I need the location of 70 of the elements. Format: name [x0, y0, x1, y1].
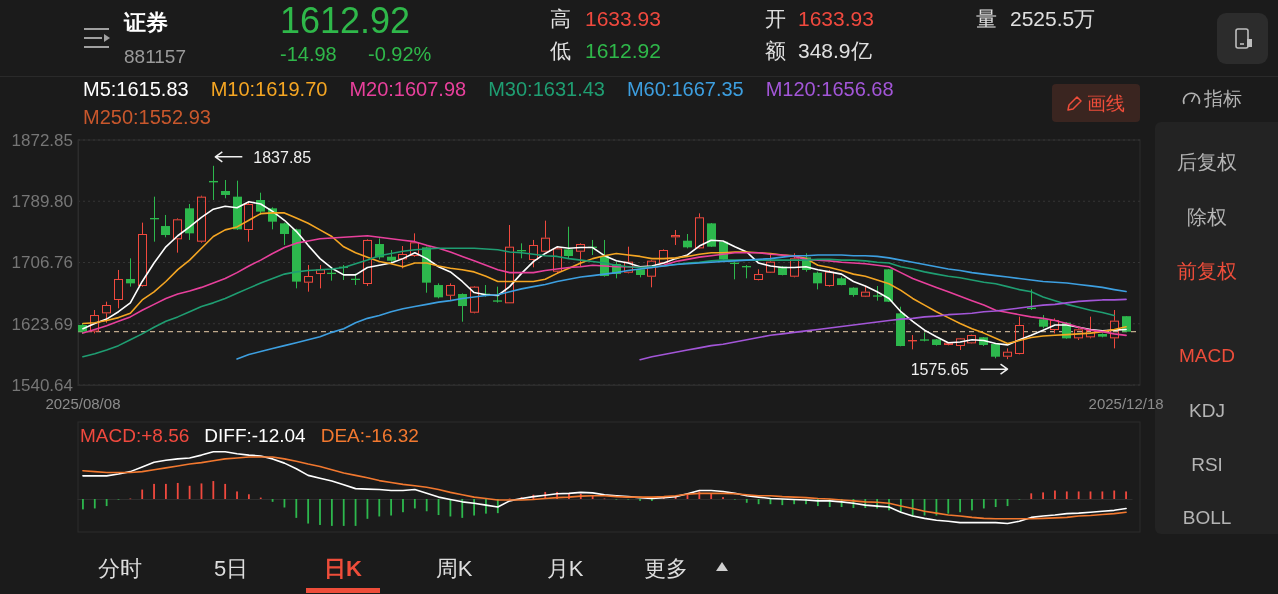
candlestick [1086, 316, 1095, 338]
x-tick-label: 2025/12/18 [1088, 394, 1164, 412]
text: 5日 [213, 556, 249, 581]
text: 1633.93 [798, 7, 874, 30]
candlestick [1003, 347, 1012, 360]
text: -0.92% [368, 43, 432, 65]
line-series [236, 254, 1127, 360]
text: 除权 [1187, 206, 1227, 228]
text: RSI [1191, 454, 1223, 475]
text: 1633.93 [585, 7, 661, 30]
candlestick [161, 214, 170, 238]
text: M30:1631.43 [488, 78, 605, 100]
candlestick [138, 222, 147, 286]
text: M20:1607.98 [349, 78, 467, 100]
text: 开 [765, 7, 786, 30]
candlestick [221, 179, 230, 199]
text: MACD [1179, 345, 1235, 366]
text: 低 [550, 39, 571, 62]
text: 分时 [98, 556, 142, 581]
candlestick [564, 226, 573, 259]
text: 前复权 [1177, 260, 1237, 282]
text: KDJ [1189, 400, 1225, 421]
text: 1612.92 [280, 0, 411, 41]
text: M60:1667.35 [626, 78, 744, 100]
candlestick [1050, 317, 1059, 334]
text: 证券 [123, 10, 168, 35]
text: 881157 [124, 46, 186, 67]
text: 后复权 [1177, 151, 1237, 173]
text: 高 [550, 7, 571, 30]
text: 1612.92 [585, 39, 661, 62]
text: 348.9亿 [798, 39, 872, 62]
candlestick [197, 196, 206, 242]
candlestick [647, 260, 656, 288]
annotation: 1837.85 [253, 148, 312, 166]
candlestick [446, 282, 455, 301]
text: M120:1656.68 [765, 78, 894, 100]
candlestick [1074, 329, 1083, 341]
candlestick [173, 219, 182, 254]
candlestick [114, 269, 123, 309]
series-label: DIFF:-12.04 [204, 425, 307, 446]
text: M10:1619.70 [210, 78, 328, 100]
series-label: DEA:-16.32 [320, 425, 419, 446]
y-tick-label: 1540.64 [11, 375, 73, 395]
text: 日K [324, 556, 363, 581]
y-tick-label: 1872.85 [11, 130, 73, 150]
candlestick [126, 257, 135, 288]
y-tick-label: 1623.69 [11, 314, 73, 334]
text: 量 [976, 7, 997, 30]
y-tick-label: 1789.80 [11, 192, 73, 212]
text: 月K [546, 556, 584, 581]
legend-label: M250:1552.93 [83, 106, 211, 128]
text: 更多 [644, 556, 688, 581]
text: 指标 [1203, 88, 1242, 109]
candlestick [671, 229, 680, 246]
text: 2525.5万 [1010, 7, 1096, 30]
annotation: 1575.65 [910, 361, 969, 379]
candlestick [316, 264, 325, 289]
line-series [639, 298, 1127, 361]
x-tick-label: 2025/08/08 [45, 394, 121, 412]
text: M5:1615.83 [83, 78, 189, 100]
text: 周K [435, 556, 473, 581]
text: MACD:+8.56 [80, 425, 190, 446]
line-series [82, 234, 1127, 337]
text: BOLL [1182, 507, 1232, 528]
candlestick [363, 239, 372, 287]
text: 额 [765, 39, 786, 62]
text: 画线 [1087, 93, 1125, 114]
text: -14.98 [280, 43, 337, 65]
y-tick-label: 1706.76 [11, 253, 73, 273]
candlestick [304, 264, 313, 293]
